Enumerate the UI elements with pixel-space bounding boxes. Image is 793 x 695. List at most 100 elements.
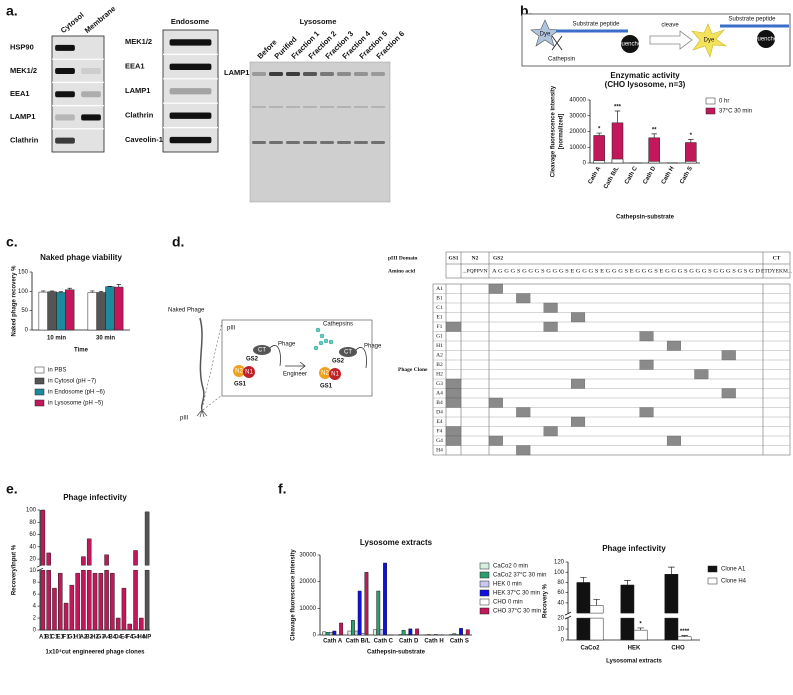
error-bar — [688, 139, 694, 143]
blot-band — [169, 39, 212, 46]
x-tick-label: G3 — [97, 635, 106, 641]
blot-title: Endosome — [171, 17, 209, 26]
x-tick-label: Cath C — [624, 165, 639, 185]
legend-swatch — [705, 107, 716, 115]
blot-band — [81, 91, 101, 98]
gs2-cut — [721, 350, 736, 361]
substrate-label: Substrate peptide — [572, 22, 620, 28]
gs2-cut — [721, 388, 736, 399]
gel-band — [303, 141, 317, 144]
x-tick-label: Cath S — [450, 639, 469, 645]
piii-label: pIII — [180, 416, 189, 422]
bar — [81, 556, 86, 631]
legend-label: 0 hr — [719, 99, 729, 105]
x-tick-label: C1 — [51, 635, 59, 641]
blot-row-label: Caveolin-1 — [125, 135, 163, 144]
gel-band — [371, 106, 385, 108]
x-tick-label: 10 min — [47, 336, 66, 342]
clone-label: H2 — [436, 372, 443, 378]
x-tick-label: 30 min — [96, 336, 115, 342]
blot-row-label: EEA1 — [10, 89, 30, 98]
gel-band — [269, 106, 283, 108]
bar — [405, 634, 409, 636]
bar — [38, 291, 48, 331]
engineer-arrow — [285, 361, 306, 371]
legend-label: 37°C 30 min — [719, 109, 752, 115]
legend-swatch — [479, 589, 490, 597]
x-tick-label: Cath C — [374, 639, 394, 645]
y-tick-label: 0 — [313, 633, 317, 639]
error-bar — [98, 290, 104, 293]
error-bar — [651, 133, 657, 138]
x-axis-label: Cathepsin-substrate — [616, 215, 675, 221]
gel-band — [252, 141, 266, 144]
arrow-label: cleave — [661, 23, 679, 29]
clone-label: B2 — [436, 362, 443, 368]
y-tick-label: 100 — [26, 508, 37, 514]
blot-row-label: LAMP1 — [10, 112, 35, 121]
bar — [459, 628, 463, 636]
legend-label: in Endosome (pH ~6) — [48, 390, 105, 396]
legend-label: in Lysosome (pH ~5) — [48, 401, 103, 407]
chart-title: Enzymatic activity — [610, 71, 680, 80]
chart-subtitle: (CHO lysosome, n=3) — [605, 80, 686, 89]
x-tick-label: CHO — [671, 646, 685, 652]
legend-label: CHO 0 min — [493, 600, 523, 606]
error-bar — [58, 291, 64, 293]
legend-label: CaCo2 0 min — [493, 564, 528, 570]
clone-label: A2 — [436, 353, 443, 359]
bar — [96, 292, 106, 331]
scissors — [551, 35, 563, 51]
error-bar — [49, 290, 55, 292]
domain-header: N2 — [472, 255, 479, 261]
chart-title: Phage infectivity — [63, 493, 127, 502]
gs2-cut — [639, 407, 654, 418]
chart-title: Lysosome extracts — [360, 538, 433, 547]
blot-band — [55, 91, 75, 98]
cut-site — [323, 338, 329, 344]
y-tick-label: 10000 — [569, 145, 586, 151]
bar — [611, 158, 624, 164]
legend-swatch — [479, 607, 490, 615]
gs1-cut — [445, 321, 462, 332]
n1-domain — [329, 368, 341, 380]
legend-label: Clone A1 — [721, 567, 746, 573]
dye-star — [530, 19, 560, 47]
panel-label: c. — [6, 234, 18, 250]
y-axis-label: [normalized] — [559, 114, 565, 150]
gs1-cut — [445, 435, 462, 446]
gel-band — [354, 106, 368, 108]
x-axis-label: Time — [74, 348, 89, 354]
blot-band — [81, 114, 101, 121]
legend-label: HEK 0 min — [493, 582, 522, 588]
bar — [633, 629, 648, 641]
y-axis-label: Cleavage fluorescence intensity — [551, 85, 557, 177]
bar — [685, 142, 697, 164]
bar — [415, 628, 420, 636]
domain-label: GS2 — [246, 357, 259, 363]
gs2-cut — [543, 321, 558, 332]
domain-label: CT — [344, 350, 352, 356]
n2-domain — [319, 367, 331, 379]
bar — [376, 590, 381, 636]
bar — [56, 292, 66, 331]
domain-label: N2 — [321, 371, 329, 377]
domain-label: GS1 — [234, 382, 247, 388]
blot-band — [169, 136, 212, 144]
bar — [86, 538, 92, 631]
blot-title: Lysosome — [300, 17, 337, 26]
legend-label: Clone H4 — [721, 579, 747, 585]
gel-band — [269, 141, 283, 144]
domain-label: CT — [258, 348, 266, 354]
y-tick-label: 60 — [557, 590, 564, 596]
x-tick-label: Cath H — [661, 166, 676, 186]
blot-row-label: Clathrin — [125, 110, 154, 119]
clone-label: B1 — [436, 296, 443, 302]
blot-column-label: Cytosol — [59, 10, 86, 35]
legend-label: CaCo2 37°C 30 min — [493, 573, 546, 579]
bar — [339, 622, 344, 636]
y-tick-label: 20 — [29, 557, 36, 563]
clone-label: E1 — [436, 315, 442, 321]
bar — [383, 562, 387, 636]
